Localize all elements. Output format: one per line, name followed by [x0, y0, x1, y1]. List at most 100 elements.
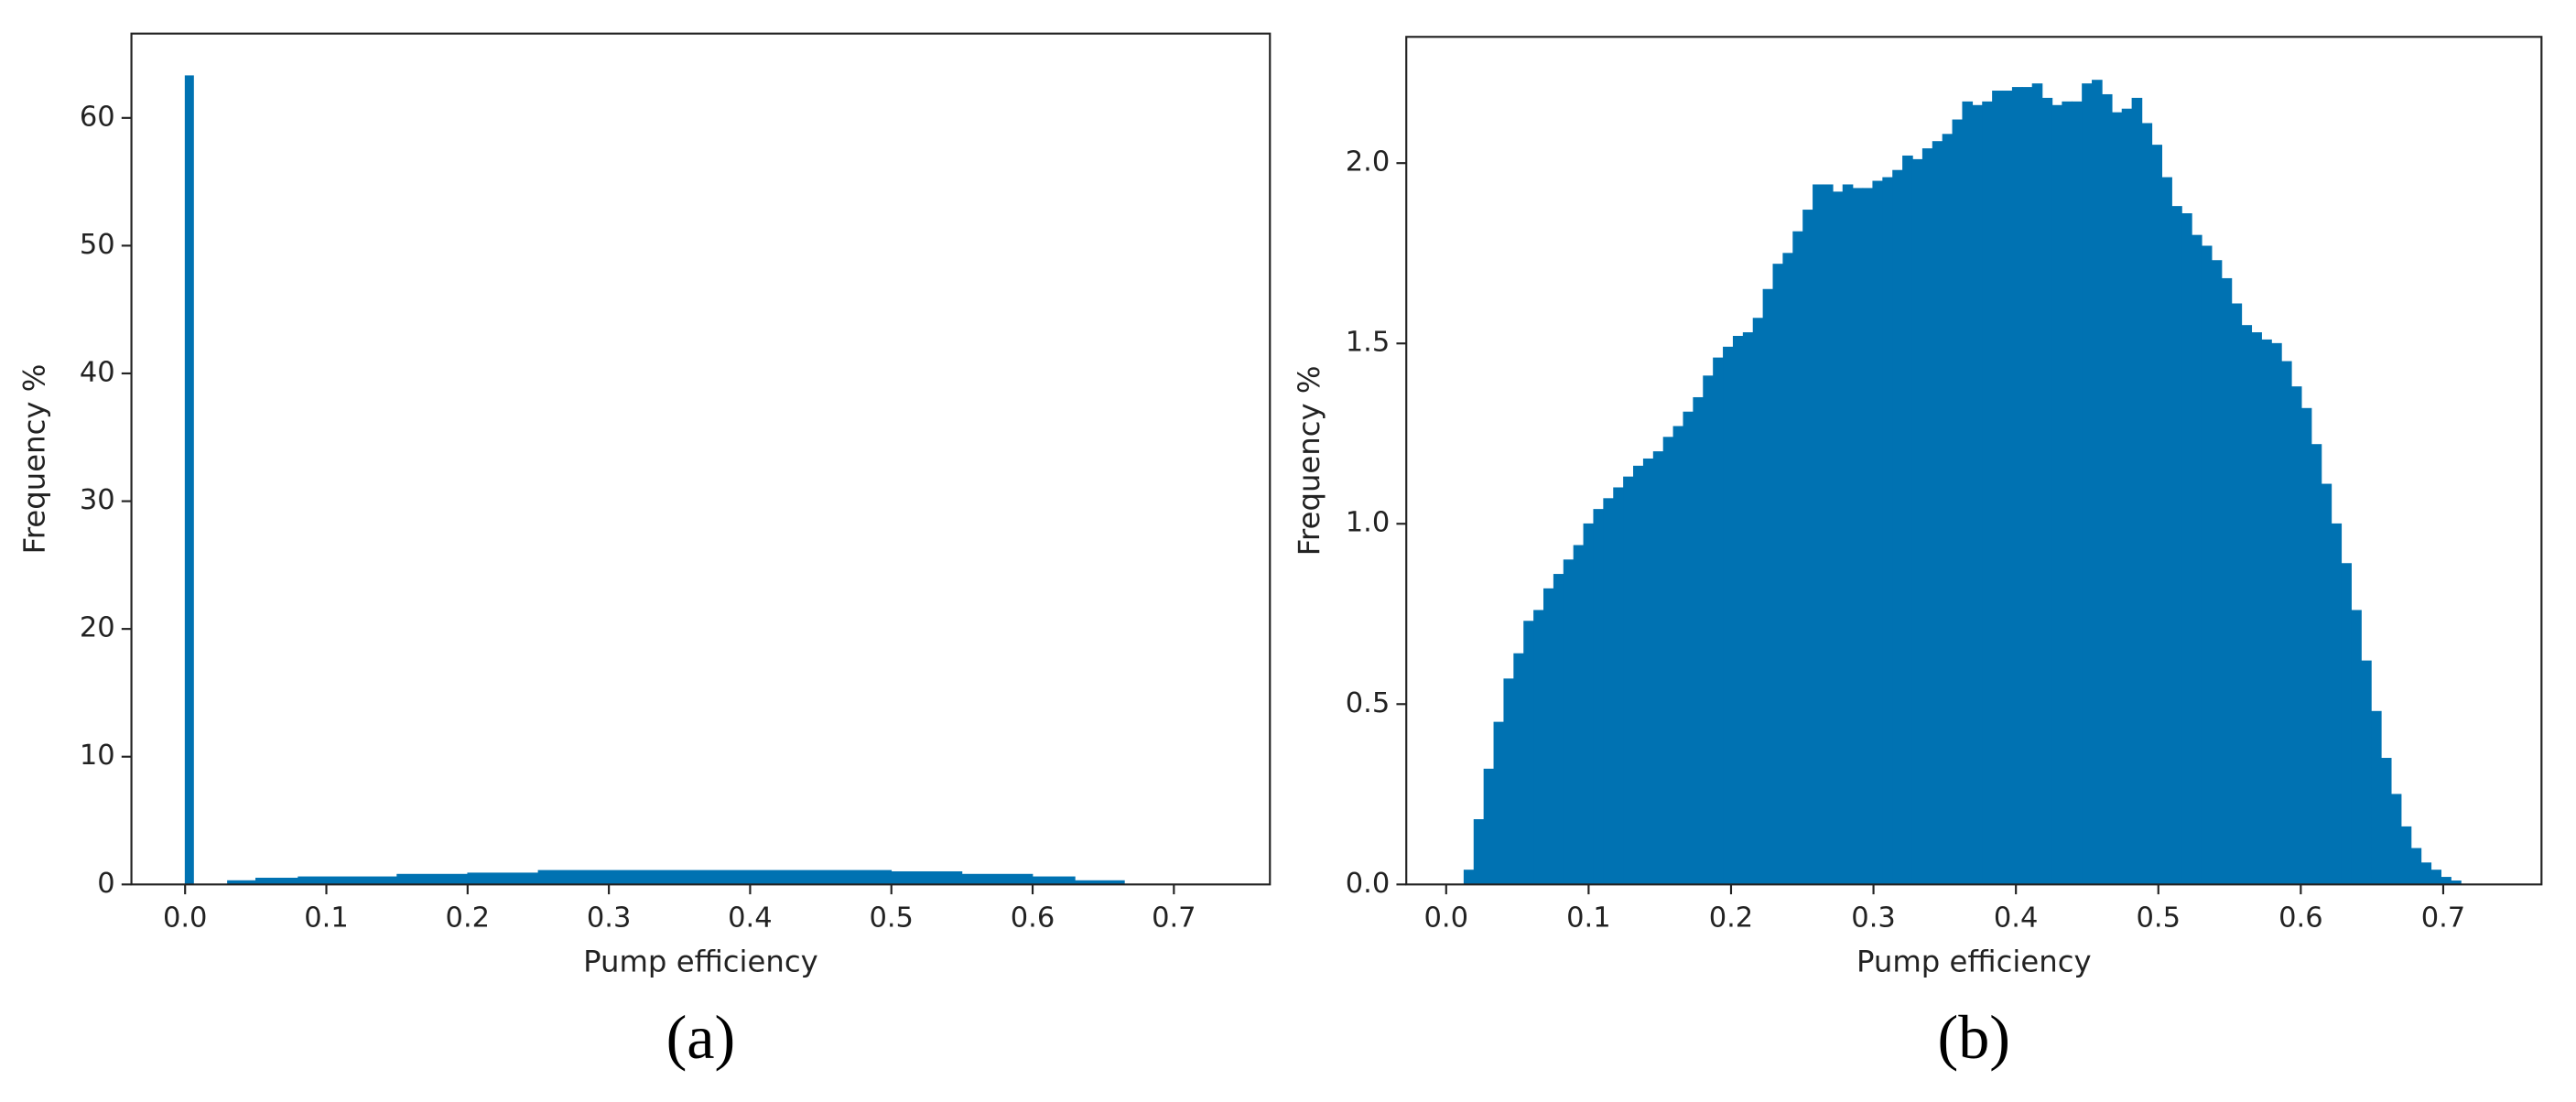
- axes-frame: [1405, 36, 2543, 886]
- bar: [1982, 101, 1993, 885]
- bar: [1782, 253, 1794, 885]
- bar: [2241, 325, 2253, 885]
- bar: [2191, 234, 2203, 885]
- bar: [891, 870, 963, 885]
- bar: [2092, 80, 2103, 885]
- bar: [1583, 523, 1595, 885]
- bar: [1911, 158, 1923, 885]
- bar: [1642, 458, 1654, 885]
- y-tick-label: 0: [97, 868, 114, 900]
- bar: [1613, 487, 1624, 885]
- bar: [2041, 97, 2053, 885]
- panel-label: (a): [666, 1002, 736, 1072]
- bar: [1563, 559, 1575, 885]
- bar: [1762, 288, 1774, 885]
- bar: [2271, 342, 2282, 885]
- bar: [2410, 848, 2422, 885]
- bar: [537, 870, 893, 885]
- x-tick-label: 0.3: [587, 902, 632, 935]
- bar: [2062, 101, 2073, 885]
- bar: [1822, 184, 1834, 885]
- bar: [1693, 396, 1704, 885]
- bar: [1992, 91, 2003, 885]
- bar: [1862, 188, 1874, 885]
- x-tick-label: 0.6: [1011, 902, 1055, 935]
- bar: [1813, 184, 1824, 885]
- bar: [298, 876, 398, 885]
- bar: [1623, 476, 1634, 885]
- bar: [1772, 264, 1784, 885]
- bar: [2051, 104, 2063, 885]
- bar: [2141, 123, 2153, 885]
- bar: [2171, 206, 2182, 885]
- y-tick-label: 2.0: [1346, 146, 1391, 178]
- bar: [1752, 318, 1764, 885]
- bar: [2441, 877, 2452, 885]
- bar: [2261, 339, 2272, 885]
- bar: [2211, 260, 2223, 885]
- x-tick-label: 0.3: [1851, 902, 1896, 935]
- bar: [1892, 169, 1903, 885]
- x-tick-label: 0.2: [446, 902, 491, 935]
- bar: [2331, 523, 2343, 885]
- bar: [467, 872, 539, 885]
- bar: [1962, 101, 1974, 885]
- bar: [1523, 621, 1534, 885]
- bar: [1932, 141, 1943, 885]
- bar: [1533, 610, 1544, 885]
- bar: [1713, 357, 1724, 885]
- y-tick-label: 20: [80, 612, 115, 644]
- bar: [2251, 332, 2262, 885]
- bar: [2221, 277, 2233, 885]
- x-tick-label: 0.6: [2278, 902, 2323, 935]
- bar: [1723, 346, 1734, 885]
- bar: [1742, 332, 1754, 885]
- bar: [2111, 112, 2123, 885]
- bar: [1593, 509, 1605, 885]
- bar: [2321, 483, 2332, 885]
- bar: [2361, 660, 2372, 885]
- bar: [2011, 87, 2023, 885]
- bar: [2101, 93, 2113, 885]
- bar: [1573, 545, 1585, 885]
- bar: [2351, 610, 2362, 885]
- x-tick-label: 0.7: [1152, 902, 1196, 935]
- y-tick-label: 0.5: [1346, 687, 1391, 719]
- bar: [2390, 794, 2402, 885]
- x-tick-label: 0.1: [1566, 902, 1611, 935]
- axes-frame: [130, 32, 1272, 886]
- bar: [1942, 134, 1954, 885]
- bar: [2371, 710, 2382, 885]
- bar: [1652, 451, 1664, 885]
- bar: [1553, 574, 1564, 885]
- bar: [2082, 83, 2093, 885]
- bar: [1952, 119, 1964, 885]
- bar: [2131, 97, 2143, 885]
- bar: [2181, 213, 2192, 885]
- bar: [1842, 184, 1854, 885]
- bar: [2380, 758, 2392, 885]
- x-tick-label: 0.5: [869, 902, 914, 935]
- x-tick-label: 0.0: [163, 902, 208, 935]
- bar: [1802, 210, 1813, 885]
- y-tick-label: 0.0: [1346, 868, 1391, 900]
- bar: [1732, 335, 1744, 885]
- y-tick-label: 50: [80, 229, 115, 261]
- bar: [1703, 375, 1714, 885]
- bar: [2031, 83, 2043, 885]
- y-axis-label: Frequency %: [16, 364, 51, 555]
- y-tick-label: 1.0: [1346, 507, 1391, 539]
- bar: [2231, 303, 2243, 885]
- bar: [1882, 177, 1893, 885]
- panel-label: (b): [1938, 1002, 2011, 1072]
- bar: [2290, 386, 2302, 885]
- x-tick-label: 0.0: [1424, 902, 1469, 935]
- bar: [2072, 101, 2083, 885]
- bar: [1473, 819, 1485, 885]
- x-tick-label: 0.7: [2421, 902, 2466, 935]
- bar: [1902, 155, 1913, 885]
- bar: [2311, 444, 2322, 885]
- bar: [1633, 465, 1644, 885]
- x-axis-label: Pump efficiency: [583, 944, 818, 978]
